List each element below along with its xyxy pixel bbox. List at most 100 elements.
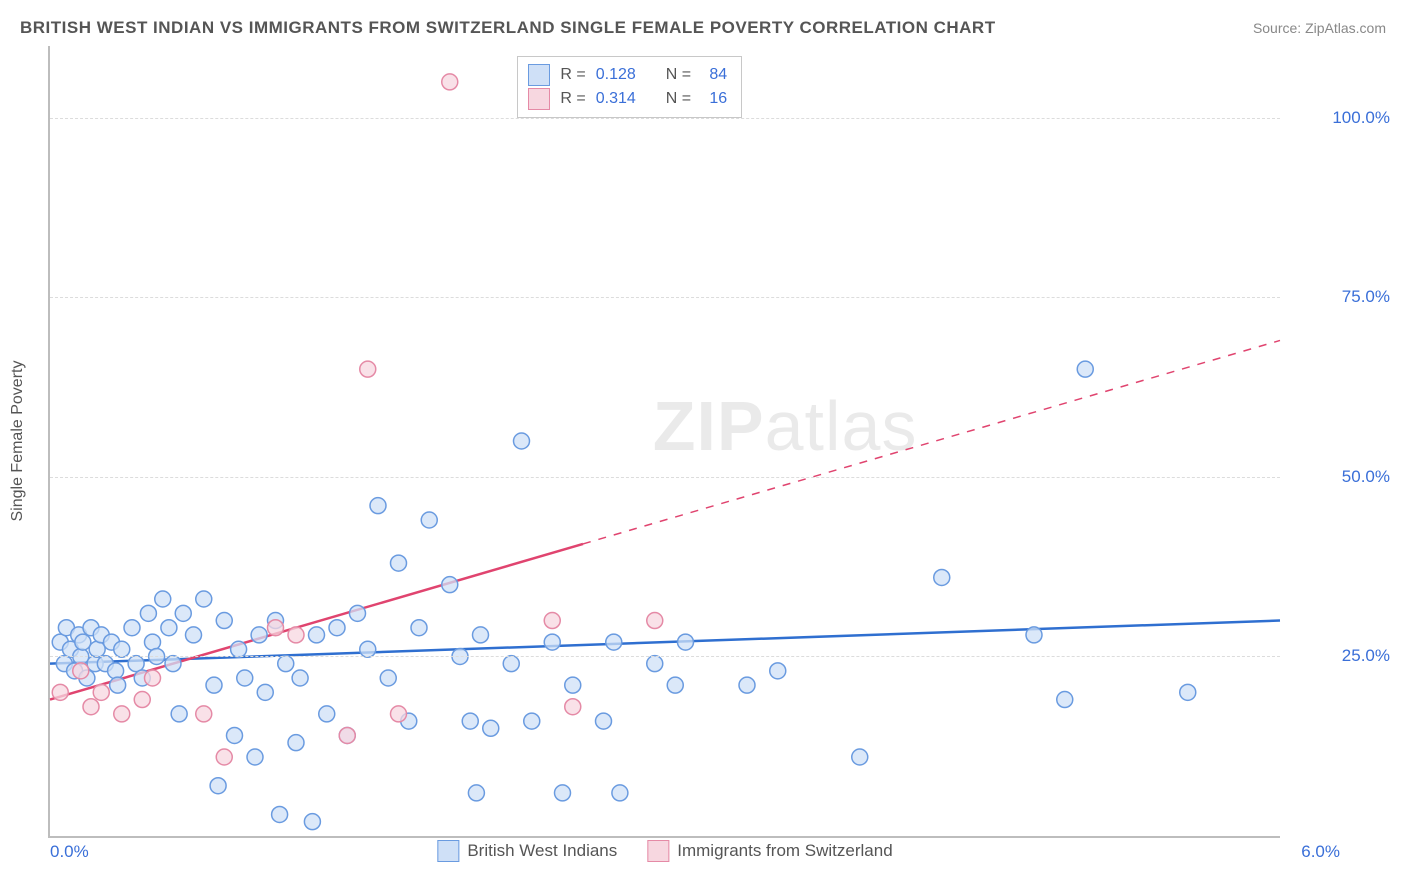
data-point [171,706,187,722]
stat-r-value: 0.128 [596,63,636,87]
data-point [93,684,109,700]
data-point [442,577,458,593]
data-point [288,735,304,751]
legend-swatch [647,840,669,862]
data-point [114,706,130,722]
data-point [73,663,89,679]
data-point [596,713,612,729]
data-point [145,670,161,686]
data-point [852,749,868,765]
bottom-legend: British West Indians Immigrants from Swit… [437,840,892,862]
data-point [257,684,273,700]
data-point [272,806,288,822]
data-point [1057,692,1073,708]
data-point [770,663,786,679]
legend-label: Immigrants from Switzerland [677,841,892,861]
bottom-legend-item: Immigrants from Switzerland [647,840,892,862]
data-point [89,641,105,657]
data-point [292,670,308,686]
data-point [210,778,226,794]
data-point [278,656,294,672]
data-point [350,605,366,621]
bottom-legend-item: British West Indians [437,840,617,862]
data-point [606,634,622,650]
stat-r-label: R = [560,87,585,111]
data-point [145,634,161,650]
data-point [216,613,232,629]
plot-area: Single Female Poverty ZIPatlas R =0.128N… [48,46,1280,838]
data-point [304,814,320,830]
data-point [216,749,232,765]
stat-n-label: N = [666,63,691,87]
data-point [75,634,91,650]
gridline [50,477,1280,478]
data-point [140,605,156,621]
data-point [555,785,571,801]
data-point [124,620,140,636]
data-point [206,677,222,693]
data-point [411,620,427,636]
y-tick-label: 75.0% [1290,287,1390,307]
data-point [83,699,99,715]
x-tick-max: 6.0% [1301,842,1340,862]
data-point [52,684,68,700]
data-point [251,627,267,643]
data-point [114,641,130,657]
data-point [370,498,386,514]
y-tick-label: 100.0% [1290,108,1390,128]
data-point [339,727,355,743]
data-point [134,692,150,708]
data-point [678,634,694,650]
data-point [544,634,560,650]
data-point [380,670,396,686]
data-point [237,670,253,686]
data-point [462,713,478,729]
data-point [165,656,181,672]
data-point [503,656,519,672]
source-label: Source: ZipAtlas.com [1253,20,1386,36]
legend-swatch [437,840,459,862]
stat-r-value: 0.314 [596,87,636,111]
data-point [612,785,628,801]
data-point [309,627,325,643]
stats-legend-row: R = 0.128 N = 84 [528,63,727,87]
stats-legend-row: R = 0.314 N = 16 [528,87,727,111]
data-point [247,749,263,765]
gridline [50,118,1280,119]
data-point [108,663,124,679]
data-point [319,706,335,722]
data-point [288,627,304,643]
y-axis-title: Single Female Poverty [9,361,27,522]
data-point [421,512,437,528]
data-point [473,627,489,643]
data-point [196,591,212,607]
data-point [544,613,560,629]
data-point [739,677,755,693]
data-point [155,591,171,607]
data-point [483,720,499,736]
data-point [1026,627,1042,643]
data-point [667,677,683,693]
data-point [196,706,212,722]
data-point [329,620,345,636]
data-point [175,605,191,621]
data-point [110,677,126,693]
data-point [391,706,407,722]
trend-line-extrapolated [583,340,1280,543]
stat-n-value: 84 [701,63,727,87]
data-point [1077,361,1093,377]
legend-swatch [528,88,550,110]
data-point [442,74,458,90]
data-point [231,641,247,657]
stat-n-label: N = [666,87,691,111]
data-point [161,620,177,636]
data-point [565,677,581,693]
data-point [934,569,950,585]
data-point [128,656,144,672]
x-tick-min: 0.0% [50,842,89,862]
data-point [524,713,540,729]
stat-n-value: 16 [701,87,727,111]
stat-r-label: R = [560,63,585,87]
data-point [268,620,284,636]
data-point [360,641,376,657]
